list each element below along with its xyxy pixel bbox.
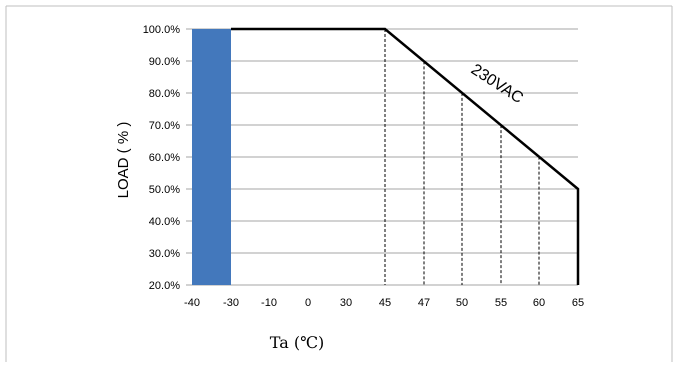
y-axis-title: LOAD ( % )	[115, 122, 132, 199]
x-tick-label: 47	[418, 297, 430, 309]
shaded-region	[192, 29, 231, 285]
y-tick-label: 60.0%	[149, 152, 180, 164]
y-tick-label: 40.0%	[149, 216, 180, 228]
x-tick-label: 50	[456, 297, 468, 309]
y-tick-label: 20.0%	[149, 280, 180, 292]
x-tick-label: -30	[223, 297, 239, 309]
shaded-block	[192, 29, 231, 285]
dashed-verticals	[384, 29, 540, 285]
y-tick-label: 50.0%	[149, 184, 180, 196]
x-tick-label: 55	[495, 297, 507, 309]
y-tick-label: 30.0%	[149, 248, 180, 260]
y-tick-labels: 20.0% 30.0% 40.0% 50.0% 60.0% 70.0% 80.0% 90.0%…	[143, 24, 181, 292]
x-tick-label: -40	[184, 297, 200, 309]
x-axis-title: Ta (℃)	[270, 333, 324, 352]
x-tick-labels: -40 -30 -10 0 30 45 47 50 55 60 65	[184, 297, 584, 309]
x-tick-label: 65	[572, 297, 584, 309]
gridlines	[186, 28, 578, 286]
series-lines	[231, 27, 580, 285]
series-line-230vac	[231, 27, 580, 285]
y-tick-label: 90.0%	[149, 56, 180, 68]
x-tick-label: 30	[340, 297, 352, 309]
y-tick-label: 100.0%	[143, 24, 181, 36]
x-tick-label: 45	[379, 297, 391, 309]
series-label-230vac: 230VAC	[468, 61, 526, 107]
x-tick-label: 0	[305, 297, 311, 309]
y-tick-label: 70.0%	[149, 120, 180, 132]
y-tick-label: 80.0%	[149, 88, 180, 100]
x-tick-label: 60	[533, 297, 545, 309]
x-tick-label: -10	[261, 297, 277, 309]
